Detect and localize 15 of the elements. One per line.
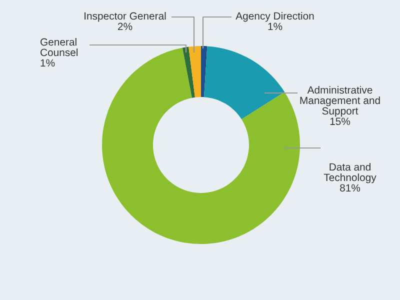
data-label: 1% (40, 59, 55, 67)
slice-label: Data and Technology (324, 163, 376, 184)
data-label: 2% (118, 22, 132, 30)
donut-slice (204, 46, 285, 120)
donut-slice (102, 48, 300, 244)
slice-label: Agency Direction (236, 12, 314, 22)
data-label: 81% (340, 184, 360, 192)
slice-label: Inspector General (84, 12, 166, 22)
donut-slice (182, 46, 195, 98)
data-label: 15% (330, 118, 350, 126)
slice-label: General Counsel (40, 38, 78, 56)
slice-label: Administrative Management and Support (300, 86, 380, 117)
donut-slice (188, 46, 201, 98)
data-label: 1% (268, 22, 282, 30)
donut-slice (201, 46, 208, 98)
